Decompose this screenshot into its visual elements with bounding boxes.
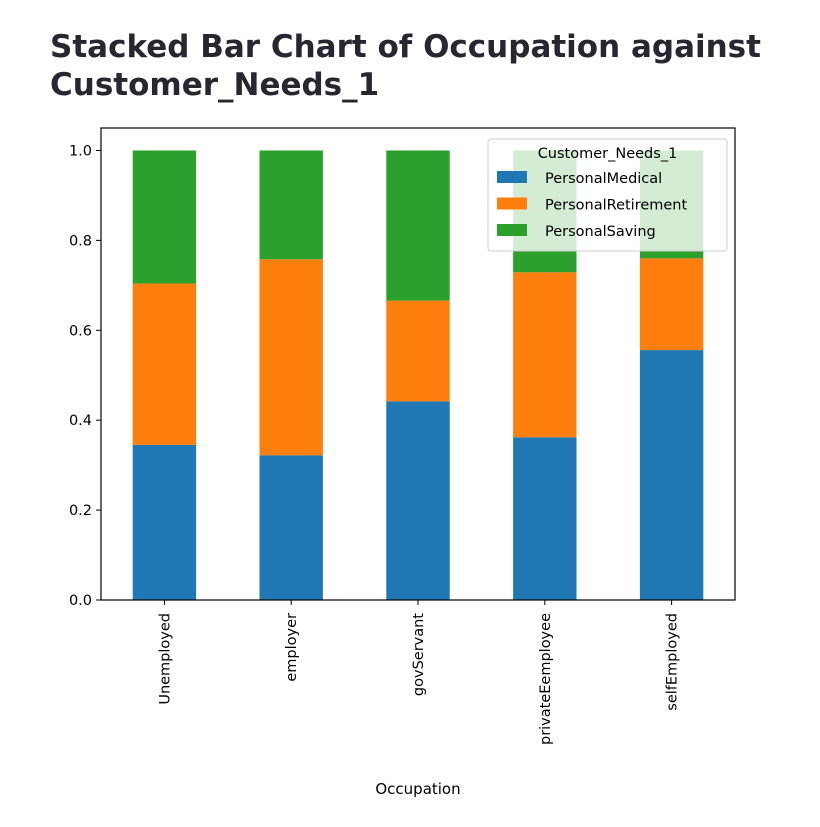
y-axis: 0.0 0.2 0.4 0.6 0.8 1.0: [69, 143, 101, 609]
y-tick-label: 0.4: [69, 413, 92, 429]
legend-entry-label: PersonalSaving: [545, 224, 656, 240]
bar-segment: [132, 150, 197, 284]
bar-segment: [639, 258, 704, 351]
page-title: Stacked Bar Chart of Occupation against …: [50, 29, 761, 103]
y-tick-label: 1.0: [69, 143, 92, 159]
legend: Customer_Needs_1 PersonalMedical PersonalR…: [487, 138, 728, 252]
bar-segment: [132, 283, 197, 445]
y-tick-label: 0.2: [69, 503, 92, 519]
x-tick-label: selfEmployed: [665, 613, 681, 711]
bar-segment: [386, 300, 450, 402]
legend-entry-label: PersonalRetirement: [545, 198, 687, 214]
x-tick-label: govServant: [411, 613, 427, 696]
bar-segment: [259, 150, 323, 260]
legend-title: Customer_Needs_1: [538, 146, 678, 162]
legend-entry-label: PersonalMedical: [545, 171, 662, 187]
x-axis-label: Occupation: [375, 780, 460, 798]
y-tick-label: 0.6: [69, 323, 92, 339]
legend-swatch: [497, 224, 527, 236]
bar-segment: [132, 444, 197, 600]
bar-segment: [386, 401, 450, 600]
bar-segment: [513, 437, 577, 600]
x-tick-label: employer: [284, 613, 300, 682]
bar-segment: [386, 150, 450, 301]
y-tick-label: 0.8: [69, 233, 92, 249]
legend-box: [487, 138, 728, 252]
bar-segment: [259, 455, 323, 600]
x-axis: Unemployed employer govServant privateEempl…: [157, 600, 681, 798]
legend-swatch: [497, 171, 527, 183]
bar-segment: [259, 259, 323, 456]
bars-layer: [132, 150, 704, 600]
y-tick-label: 0.0: [69, 593, 92, 609]
x-tick-label: privateEemployee: [538, 613, 554, 745]
legend-swatch: [497, 197, 527, 210]
bar-segment: [513, 272, 577, 438]
x-tick-label: Unemployed: [157, 613, 173, 705]
bar-segment: [639, 350, 704, 600]
